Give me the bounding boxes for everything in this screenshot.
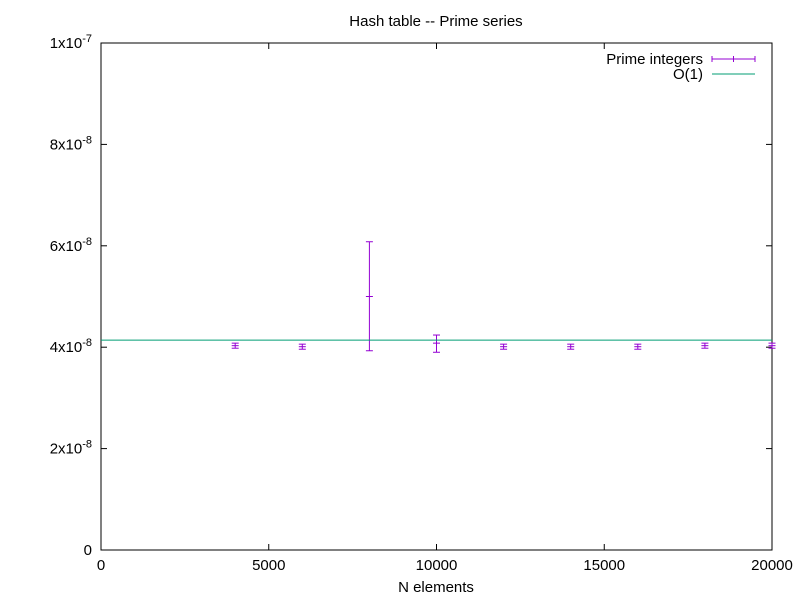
y-tick-label: 4x10-8 [50,337,92,356]
y-tick-exponent: -8 [82,337,92,349]
legend-label: O(1) [673,66,703,83]
errorbar-point [433,334,440,353]
x-tick-label: 0 [97,557,105,574]
chart-title: Hash table -- Prime series [349,13,522,30]
y-tick-label: 6x10-8 [50,236,92,255]
y-tick-label: 1x10-7 [50,33,92,52]
y-tick-mantissa: 2x10 [50,441,83,458]
y-tick-mantissa: 6x10 [50,238,83,255]
errorbar-point [634,343,642,350]
errorbar-point [768,342,776,349]
plot-frame [100,42,773,551]
y-tick-exponent: -8 [82,134,92,146]
y-tick-label: 2x10-8 [50,439,92,458]
series-layer [101,241,776,353]
y-tick-mantissa: 8x10 [50,136,83,153]
y-tick-mantissa: 1x10 [50,35,83,52]
errorbar-point [701,342,709,349]
x-tick-label: 20000 [751,557,793,574]
errorbar-point [298,343,306,350]
y-tick-exponent: -8 [82,439,92,451]
errorbar-point [500,343,508,350]
y-tick-exponent: -7 [82,33,92,45]
y-tick-mantissa: 0 [84,542,92,559]
x-tick-label: 10000 [416,557,458,574]
y-tick-label: 0 [84,542,92,559]
y-tick-label: 8x10-8 [50,134,92,153]
x-tick-label: 5000 [252,557,285,574]
y-tick-exponent: -8 [82,236,92,248]
x-axis-label: N elements [398,579,474,596]
errorbar-point [365,241,373,352]
x-tick-label: 15000 [583,557,625,574]
errorbar-point [567,343,575,350]
y-tick-mantissa: 4x10 [50,339,83,356]
axis-ticks: 0 5000 10000 15000 2000002x10-84x10-86x10-88… [50,33,793,574]
errorbar-point [231,342,239,349]
legend-label: Prime integers [606,51,703,68]
